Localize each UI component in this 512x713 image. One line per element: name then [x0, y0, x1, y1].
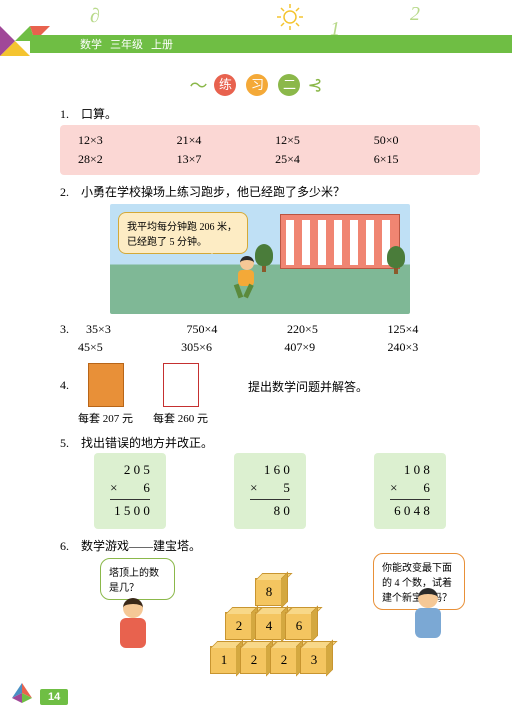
calc-line: 1 0 8 [390, 461, 430, 479]
math-expr: 750×4 [187, 322, 279, 337]
math-expr: 50×0 [374, 133, 462, 148]
math-expr: 12×3 [78, 133, 166, 148]
p4-num: 4. [60, 378, 78, 393]
math-expr: 407×9 [284, 340, 376, 355]
p5-num: 5. [60, 436, 78, 451]
math-expr: 240×3 [388, 340, 480, 355]
cube: 4 [255, 612, 283, 640]
math-expr: 45×5 [78, 340, 170, 355]
problem-6: 6. 数学游戏——建宝塔。 塔顶上的数是几？ 你能改变最下面的 4 个数，试着建… [60, 537, 480, 698]
math-expr: 12×5 [275, 133, 363, 148]
p4-text: 提出数学问题并解答。 [248, 378, 368, 395]
p1-num: 1. [60, 107, 78, 122]
decor-num2: 2 [410, 3, 420, 26]
header-grade: 三年级 [110, 36, 143, 52]
speech-bubble: 我平均每分钟跑 206 米，已经跑了 5 分钟。 [118, 212, 248, 254]
math-expr: 6×15 [374, 152, 462, 167]
book-image [88, 363, 124, 407]
book-item-1: 每套 207 元 [78, 363, 133, 426]
problem-5: 5. 找出错误的地方并改正。 2 0 5 × 6 1 5 0 0 1 6 0 ×… [60, 434, 480, 529]
p1-box: 12×3 21×4 12×5 50×0 28×2 13×7 25×4 6×15 [60, 125, 480, 175]
leaf-icon: 〜 [189, 72, 207, 98]
runner [230, 256, 260, 306]
calc-box-3: 1 0 8 × 6 6 0 4 8 [374, 453, 446, 529]
calc-line: 2 0 5 [110, 461, 150, 479]
title-section: 〜 练 习 二 ⊰ [0, 72, 512, 98]
problem-3: 3. 35×3 750×4 220×5 125×4 45×5 305×6 407… [60, 322, 480, 355]
decor-flower: ∂ [90, 5, 100, 28]
p2-num: 2. [60, 185, 78, 200]
page: ∂ 1 2 数学 三年级 上册 〜 练 习 二 ⊰ 1. 口算。 12×3 21… [0, 0, 512, 713]
scene-illustration: 我平均每分钟跑 206 米，已经跑了 5 分钟。 [110, 204, 410, 314]
math-expr: 21×4 [177, 133, 265, 148]
content: 1. 口算。 12×3 21×4 12×5 50×0 28×2 13×7 25×… [60, 105, 480, 706]
leaf-icon: ⊰ [307, 75, 322, 96]
price-label: 每套 207 元 [78, 410, 133, 426]
p5-text: 找出错误的地方并改正。 [81, 436, 213, 450]
math-expr: 35×3 [86, 322, 178, 337]
calc-line: × 6 [390, 479, 430, 497]
calc-box-2: 1 6 0 × 5 8 0 [234, 453, 306, 529]
game-section: 塔顶上的数是几？ 你能改变最下面的 4 个数，试着建个新宝塔吗？ 8 2 4 6… [60, 558, 480, 698]
calc-result: 8 0 [250, 499, 290, 520]
calc-result: 6 0 4 8 [390, 499, 430, 520]
p1-text: 口算。 [81, 107, 117, 121]
p2-text: 小勇在学校操场上练习跑步，他已经跑了多少米？ [81, 185, 345, 199]
math-expr: 220×5 [287, 322, 379, 337]
cube: 2 [240, 646, 268, 674]
cube: 2 [270, 646, 298, 674]
header-bar: 数学 三年级 上册 [30, 35, 512, 53]
calc-line: × 5 [250, 479, 290, 497]
cube: 3 [300, 646, 328, 674]
problem-2: 2. 小勇在学校操场上练习跑步，他已经跑了多少米？ 我平均每分钟跑 206 米，… [60, 183, 480, 314]
calc-line: × 6 [110, 479, 150, 497]
book-image [163, 363, 199, 407]
math-expr: 28×2 [78, 152, 166, 167]
calc-result: 1 5 0 0 [110, 499, 150, 520]
header-subject: 数学 [80, 36, 102, 52]
p6-num: 6. [60, 539, 78, 554]
problem-4: 4. 每套 207 元 每套 260 元 提出数学问题并解答。 [60, 363, 480, 426]
kid-boy [405, 578, 450, 668]
cube: 6 [285, 612, 313, 640]
math-expr: 25×4 [275, 152, 363, 167]
cube: 2 [225, 612, 253, 640]
sun-icon [275, 2, 305, 32]
title-char1: 练 [214, 74, 236, 96]
math-expr: 125×4 [388, 322, 480, 337]
kid-girl [110, 588, 155, 678]
p3-num: 3. [60, 322, 78, 337]
page-number: 14 [40, 689, 68, 705]
calc-section: 2 0 5 × 6 1 5 0 0 1 6 0 × 5 8 0 1 0 8 × … [60, 453, 480, 529]
building [280, 214, 400, 269]
calc-box-1: 2 0 5 × 6 1 5 0 0 [94, 453, 166, 529]
title-char3: 二 [278, 74, 300, 96]
math-expr: 13×7 [177, 152, 265, 167]
cube: 8 [255, 578, 283, 606]
calc-line: 1 6 0 [250, 461, 290, 479]
cube: 1 [210, 646, 238, 674]
title-char2: 习 [246, 74, 268, 96]
problem-1: 1. 口算。 12×3 21×4 12×5 50×0 28×2 13×7 25×… [60, 105, 480, 175]
header-volume: 上册 [151, 36, 173, 52]
price-label: 每套 260 元 [153, 410, 208, 426]
tree [387, 246, 405, 274]
book-item-2: 每套 260 元 [153, 363, 208, 426]
math-expr: 305×6 [181, 340, 273, 355]
logo-icon [12, 683, 32, 703]
p6-text: 数学游戏——建宝塔。 [81, 539, 201, 553]
